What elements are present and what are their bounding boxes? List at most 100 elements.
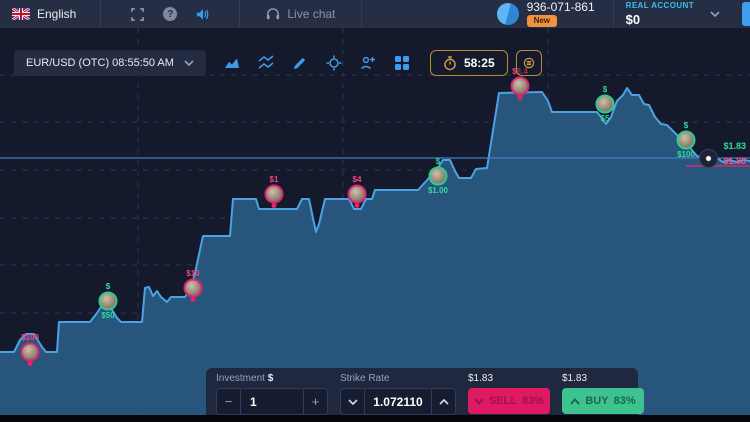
trade-marker-value: $5 (600, 114, 610, 123)
trade-marker-top-label: $ (435, 157, 441, 166)
coin-stack-icon (523, 57, 534, 69)
deposit-button-edge[interactable] (742, 2, 750, 26)
investment-currency: $ (267, 373, 274, 384)
buy-button[interactable]: BUY 83% (562, 388, 644, 414)
language-label: English (37, 7, 77, 21)
sell-direction-dot (271, 203, 277, 208)
trader-avatar[interactable] (428, 166, 448, 186)
trade-marker-value: $100 (677, 150, 695, 159)
investment-group: Investment $ − 1 + (216, 373, 328, 415)
fullscreen-button[interactable] (127, 4, 147, 24)
top-bar-right: 936-071-861 New REAL ACCOUNT $0 (496, 0, 750, 28)
chart-area[interactable]: EUR/USD (OTC) 08:55:50 AM (0, 28, 750, 415)
sell-direction-dot (190, 297, 196, 302)
fullscreen-icon (131, 7, 144, 21)
top-bar: English ? (0, 0, 750, 28)
account-dropdown-toggle[interactable] (710, 11, 720, 17)
social-trading-button[interactable] (358, 53, 378, 73)
chevron-up-icon (570, 397, 581, 405)
account-id-block[interactable]: 936-071-861 New (526, 0, 595, 27)
trade-marker-top-label: $ (602, 85, 608, 94)
sell-percent: 83% (521, 395, 544, 407)
chevron-down-icon (474, 397, 484, 405)
buy-price-label: $1.83 (723, 141, 746, 151)
account-selector[interactable]: REAL ACCOUNT $0 (612, 0, 702, 28)
trader-avatar[interactable] (20, 342, 40, 362)
chart-tools (222, 53, 412, 73)
top-bar-left: English ? (12, 0, 363, 28)
indicators-button[interactable] (256, 53, 276, 73)
help-button[interactable]: ? (163, 7, 178, 21)
investment-increase-button[interactable]: + (304, 389, 327, 414)
uk-flag-icon (12, 8, 30, 20)
trade-panel: Investment $ − 1 + Strike Rate 1.072110 (206, 368, 644, 415)
indicators-icon (258, 55, 274, 69)
account-type-label: REAL ACCOUNT (625, 1, 694, 10)
divider (361, 0, 363, 28)
divider (100, 0, 102, 28)
trade-marker-top-label: $100 (21, 333, 39, 342)
bottom-edge-strip (0, 415, 750, 422)
sell-button[interactable]: SELL 83% (468, 388, 550, 414)
chevron-down-icon (710, 11, 720, 17)
trade-marker-top-label: $10 (186, 269, 200, 278)
user-avatar[interactable] (496, 3, 519, 25)
strike-rate-increase-button[interactable] (432, 389, 455, 414)
timer-value: 58:25 (463, 56, 495, 70)
trader-avatar[interactable] (595, 94, 615, 114)
sell-button-label: SELL (488, 395, 517, 407)
chevron-down-icon (184, 60, 194, 66)
chevron-up-icon (438, 398, 449, 405)
live-chat-button[interactable]: Live chat (250, 7, 351, 21)
area-chart-icon (224, 58, 239, 68)
sell-group: $1.83 SELL 83% (468, 373, 550, 414)
question-mark-icon: ? (167, 8, 174, 20)
trade-marker-value: $1.00 (427, 186, 449, 195)
trader-avatar[interactable] (676, 130, 696, 150)
asset-selector[interactable]: EUR/USD (OTC) 08:55:50 AM (14, 50, 206, 76)
investment-input[interactable]: 1 (240, 389, 304, 414)
trade-marker-top-label: $ (683, 121, 689, 130)
sell-direction-dot (517, 95, 523, 100)
investment-stepper: − 1 + (216, 388, 328, 415)
trade-markers-layer: $100 $ $50 $10 $1 $4 $ $1.00 $8.4 $ $5 $ $100 (0, 28, 750, 415)
strike-rate-decrease-button[interactable] (341, 389, 364, 414)
buy-button-label: BUY (585, 395, 609, 407)
strike-rate-input[interactable]: 1.072110 (364, 389, 432, 414)
trader-avatar[interactable] (183, 278, 203, 298)
language-selector[interactable]: English (12, 7, 90, 21)
new-badge: New (526, 15, 558, 27)
strike-rate-label: Strike Rate (340, 373, 390, 384)
chart-toolbar: EUR/USD (OTC) 08:55:50 AM (14, 50, 736, 76)
scroll-to-current-price-button[interactable] (699, 149, 718, 168)
investment-decrease-button[interactable]: − (217, 389, 240, 414)
top-bar-icons: ? (111, 4, 229, 24)
sound-button[interactable] (193, 4, 213, 24)
expiration-timer-button[interactable]: 58:25 (429, 50, 508, 76)
person-plus-icon (360, 56, 375, 70)
sell-price-label: $1.83 (723, 156, 746, 166)
layout-button[interactable] (392, 53, 412, 73)
trader-avatar[interactable] (264, 184, 284, 204)
stopwatch-icon (444, 55, 456, 70)
sell-payout: $1.83 (468, 373, 494, 384)
layout-grid-icon (394, 56, 409, 70)
strike-rate-stepper: 1.072110 (340, 388, 456, 415)
pencil-icon (294, 57, 306, 69)
trader-avatar[interactable] (347, 184, 367, 204)
coin-stack-button[interactable] (515, 50, 542, 76)
buy-percent: 83% (613, 395, 636, 407)
sell-direction-dot (354, 203, 360, 208)
crosshair-button[interactable] (324, 53, 344, 73)
strike-rate-group: Strike Rate 1.072110 (340, 373, 456, 415)
trader-avatar[interactable] (98, 291, 118, 311)
account-id: 936-071-861 (526, 0, 595, 14)
investment-label: Investment $ (216, 373, 274, 384)
drawing-tools-button[interactable] (290, 53, 310, 73)
chart-type-button[interactable] (222, 53, 242, 73)
trader-avatar[interactable] (510, 76, 530, 96)
asset-label: EUR/USD (OTC) 08:55:50 AM (26, 57, 174, 69)
live-chat-label: Live chat (287, 7, 336, 21)
trade-marker-top-label: $ (105, 282, 111, 291)
